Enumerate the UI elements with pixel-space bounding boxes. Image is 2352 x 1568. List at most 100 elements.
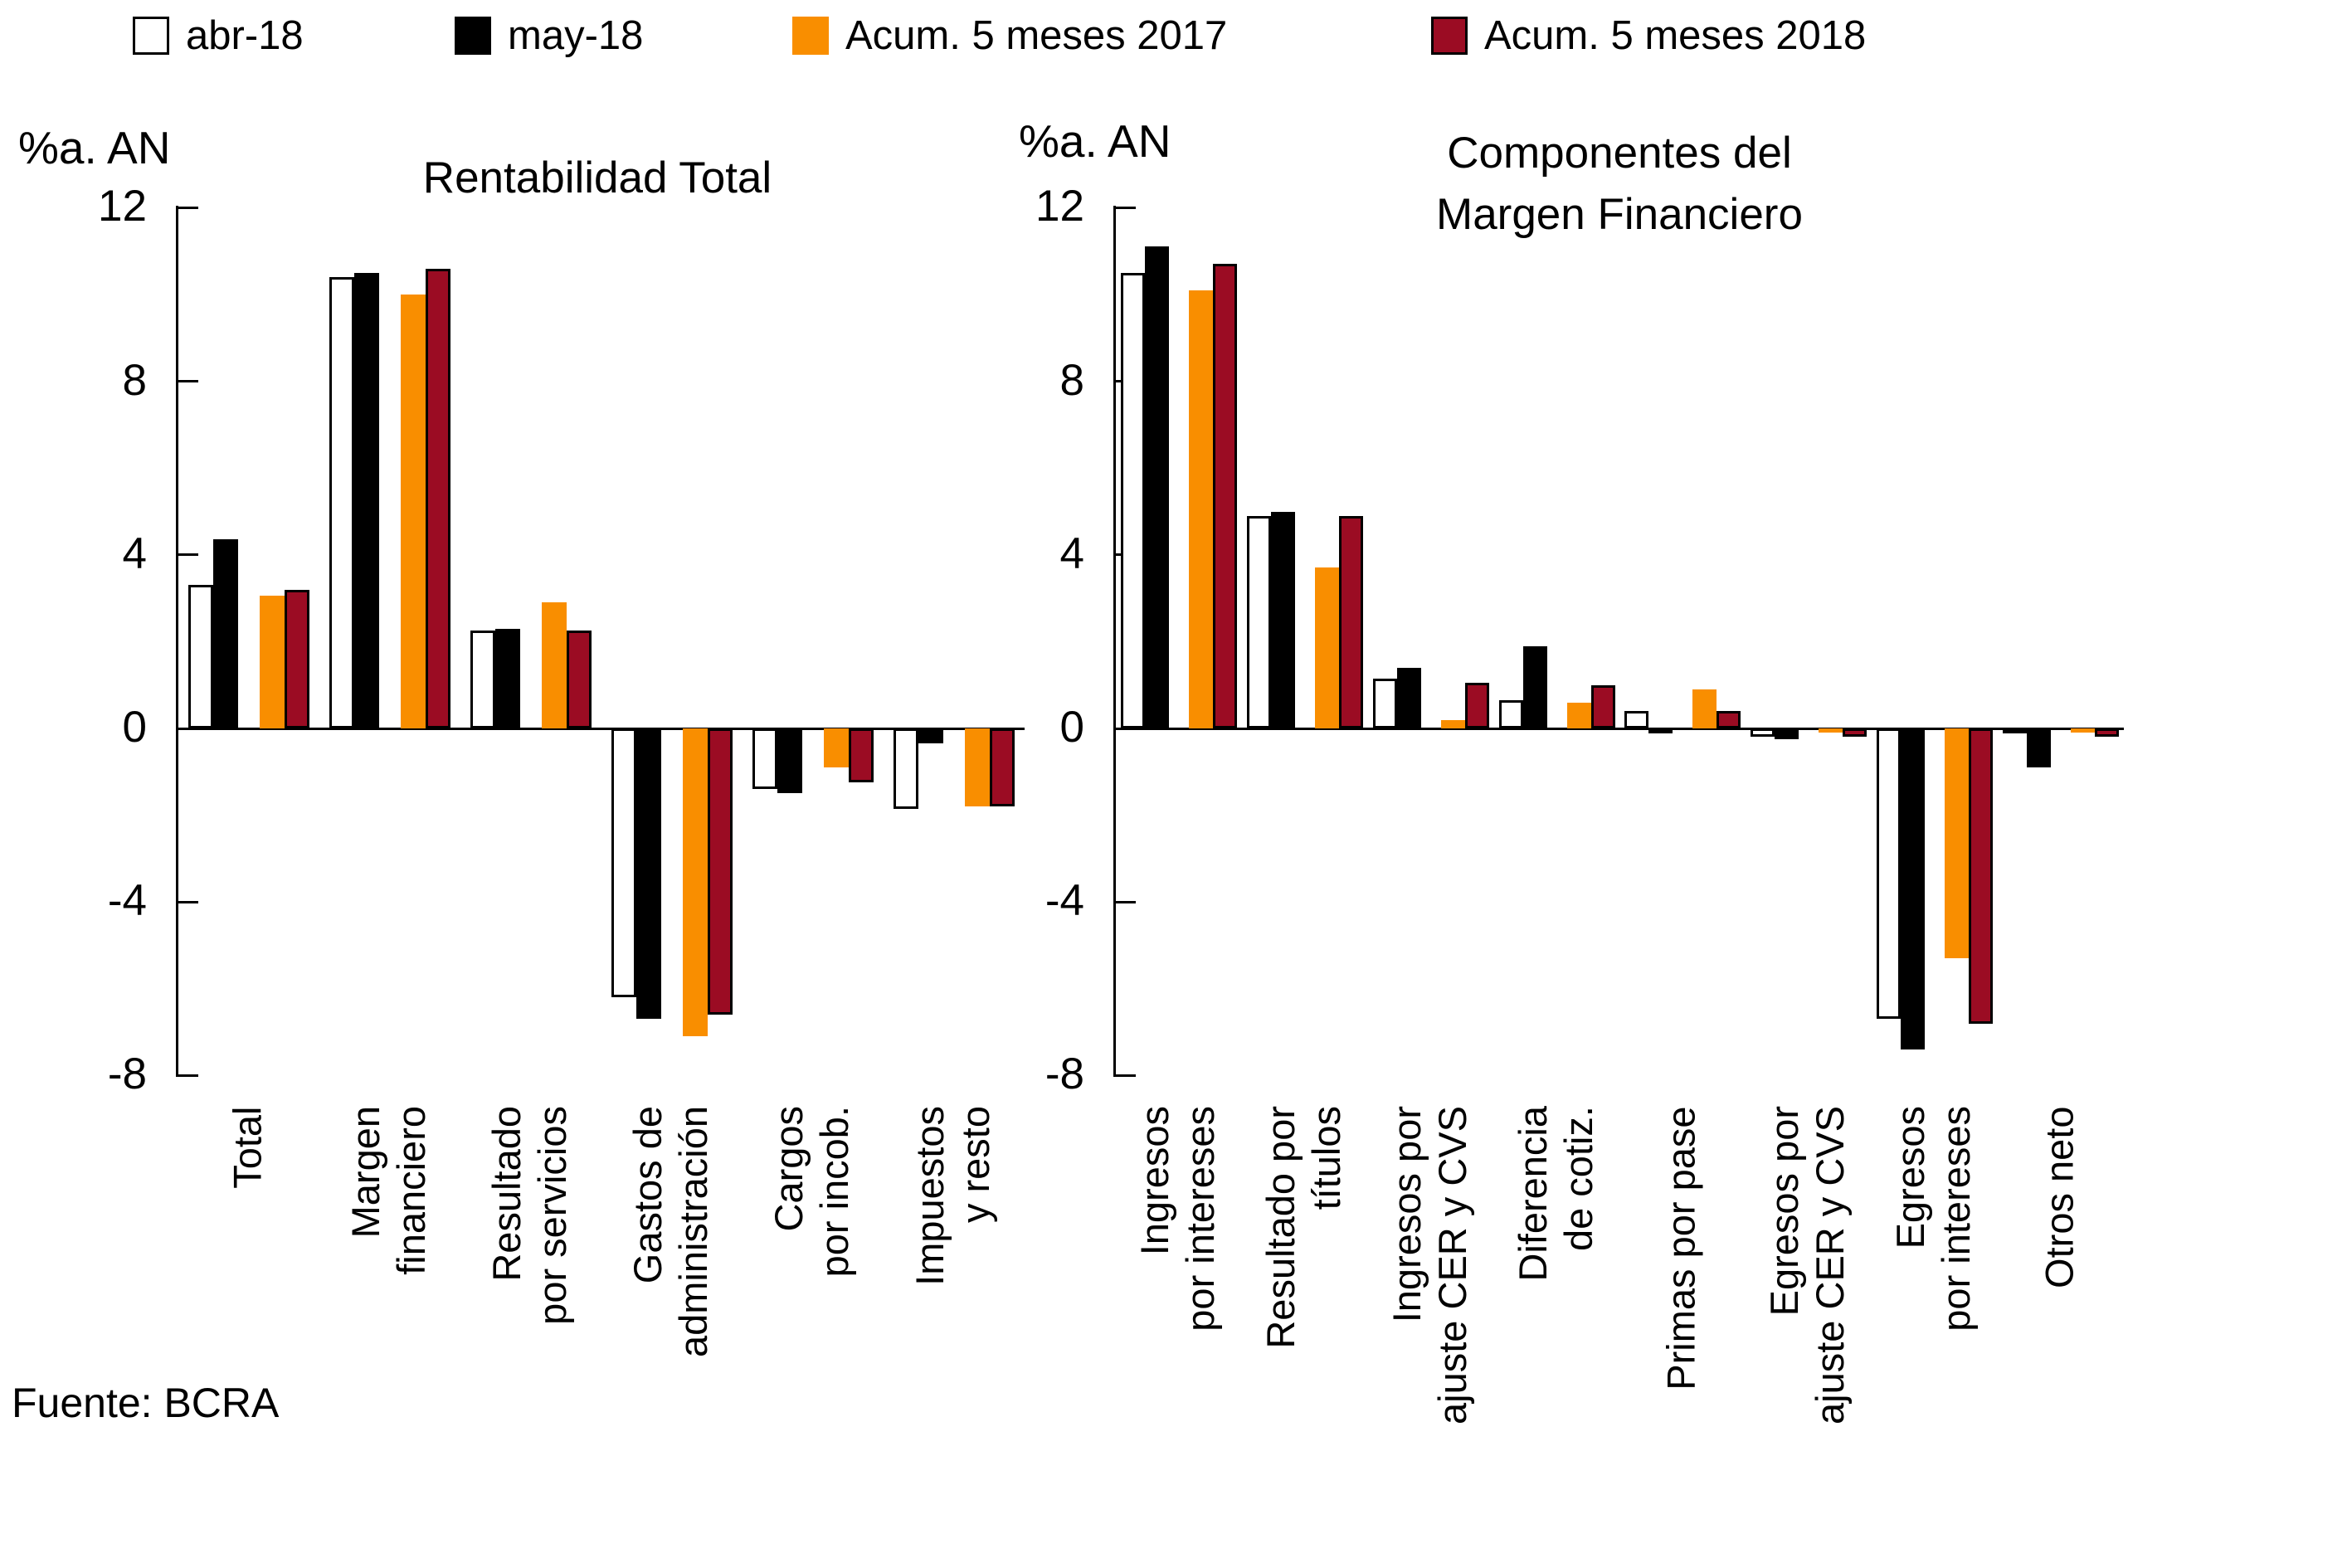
y-tick-label: -4 (107, 876, 147, 926)
y-tick-label: 8 (122, 355, 147, 405)
legend-item: Acum. 5 meses 2018 (1431, 13, 1866, 58)
chart-title-line: Margen Financiero (1436, 190, 1803, 239)
y-tick-label: 12 (98, 182, 147, 231)
y-tick-mark (178, 553, 198, 557)
y-tick-label: -8 (1045, 1049, 1084, 1099)
bar-may-18 (354, 272, 379, 728)
x-category-label-line: ajuste CER y CVS (1429, 1106, 1474, 1424)
legend-swatch-abr-18 (133, 17, 169, 55)
bar-abr-18 (1751, 728, 1775, 738)
x-category-label-line: Margen (343, 1106, 387, 1239)
bar-may-18 (777, 728, 802, 794)
bar-may-18 (1775, 728, 1799, 740)
x-category-label-line: Egresos (1888, 1106, 1933, 1249)
legend-item: abr-18 (133, 13, 304, 58)
bar-may-18 (1144, 246, 1169, 728)
x-category-label: Diferencia de cotiz. (1510, 1106, 1605, 1463)
chart-title-line: Componentes del (1447, 129, 1792, 178)
y-tick-mark (178, 206, 198, 209)
y-tick-label: 8 (1059, 355, 1084, 405)
bar-may-18 (495, 628, 520, 728)
source-label: Fuente: BCRA (12, 1380, 280, 1426)
bar-acum-5-meses-2018 (1212, 264, 1237, 728)
y-tick-label: 0 (1059, 703, 1084, 752)
x-category-label-line: Gastos de (626, 1106, 670, 1284)
bar-acum-5-meses-2017 (1314, 567, 1339, 728)
bar-acum-5-meses-2018 (2095, 728, 2120, 738)
y-axis-unit-label-left: %a. AN (18, 122, 171, 173)
x-category-label: Resultado por servicios (484, 1106, 578, 1463)
bar-abr-18 (894, 728, 918, 809)
x-category-label-line: Ingresos por (1384, 1106, 1429, 1323)
x-category-label-line: Resultado (485, 1106, 528, 1282)
bar-abr-18 (188, 585, 213, 728)
bar-acum-5-meses-2018 (567, 631, 592, 728)
bar-acum-5-meses-2018 (708, 728, 733, 1015)
x-category-label: Impuestos y resto (907, 1106, 1001, 1463)
bar-abr-18 (470, 631, 495, 728)
bar-acum-5-meses-2018 (1717, 711, 1741, 728)
bar-acum-5-meses-2018 (1590, 684, 1615, 728)
bar-acum-5-meses-2017 (542, 602, 567, 728)
x-category-label-line: ajuste CER y CVS (1808, 1106, 1853, 1424)
legend-item: Acum. 5 meses 2017 (792, 13, 1227, 58)
bar-acum-5-meses-2018 (1338, 515, 1363, 728)
x-category-label: Ingresos por intereses (1132, 1106, 1226, 1463)
x-category-label: Resultado por títulos (1258, 1106, 1352, 1463)
bar-may-18 (1396, 667, 1421, 728)
bar-abr-18 (1372, 678, 1397, 728)
y-tick-mark (1116, 900, 1136, 903)
x-category-label: Gastos de administración (625, 1106, 719, 1463)
bar-acum-5-meses-2017 (1188, 290, 1213, 728)
y-tick-label: 0 (122, 703, 147, 752)
bar-may-18 (2027, 728, 2052, 768)
legend-label: may-18 (508, 13, 644, 58)
x-category-label-line: Diferencia (1510, 1106, 1555, 1282)
bar-abr-18 (2003, 728, 2028, 733)
x-axis-zero-line (1113, 727, 2124, 730)
bar-acum-5-meses-2018 (1464, 683, 1489, 728)
bar-abr-18 (752, 728, 777, 790)
y-tick-label: 4 (1059, 528, 1084, 578)
y-axis-line (1113, 206, 1116, 1077)
bar-may-18 (213, 539, 238, 728)
bar-may-18 (636, 728, 661, 1020)
bar-acum-5-meses-2018 (426, 268, 450, 728)
bar-acum-5-meses-2017 (683, 728, 708, 1037)
x-category-label-line: Cargos (767, 1106, 811, 1232)
y-tick-label: 12 (1035, 182, 1084, 231)
bar-may-18 (1522, 645, 1547, 728)
x-category-label-line: administración (671, 1106, 715, 1358)
legend-label: abr-18 (186, 13, 304, 58)
bar-acum-5-meses-2017 (1440, 719, 1465, 728)
legend-label: Acum. 5 meses 2017 (845, 13, 1228, 58)
x-category-label-line: y resto (953, 1106, 997, 1224)
x-category-label: Egresos por intereses (1887, 1106, 1982, 1463)
x-category-label: Egresos por ajuste CER y CVS (1761, 1106, 1856, 1463)
y-tick-mark (1116, 206, 1136, 209)
x-category-label: Cargos por incob. (766, 1106, 860, 1463)
x-category-label-line: Ingresos (1132, 1106, 1176, 1256)
x-category-label: Primas por pase (1658, 1106, 1707, 1463)
legend-swatch-acum-2017 (792, 17, 829, 55)
bar-acum-5-meses-2018 (990, 728, 1015, 807)
y-tick-mark (178, 1074, 198, 1077)
x-category-label: Margen financiero (343, 1106, 437, 1463)
bar-acum-5-meses-2017 (401, 295, 426, 728)
y-axis-unit-label-right: %a. AN (1019, 115, 1171, 167)
legend-label: Acum. 5 meses 2018 (1484, 13, 1867, 58)
bar-abr-18 (1877, 728, 1902, 1020)
x-category-label-line: por intereses (1934, 1106, 1979, 1332)
x-category-label-line: financiero (389, 1106, 433, 1275)
y-tick-mark (178, 900, 198, 903)
legend-swatch-acum-2018 (1431, 17, 1468, 55)
bar-abr-18 (1246, 515, 1271, 728)
bar-acum-5-meses-2017 (1945, 728, 1970, 959)
y-tick-label: -4 (1045, 876, 1084, 926)
bar-acum-5-meses-2018 (849, 728, 874, 783)
bar-acum-5-meses-2018 (285, 589, 309, 728)
bar-acum-5-meses-2017 (2071, 728, 2096, 733)
bar-acum-5-meses-2017 (1566, 702, 1591, 728)
x-category-label-line: Otros neto (2037, 1106, 2082, 1288)
legend-item: may-18 (455, 13, 643, 58)
